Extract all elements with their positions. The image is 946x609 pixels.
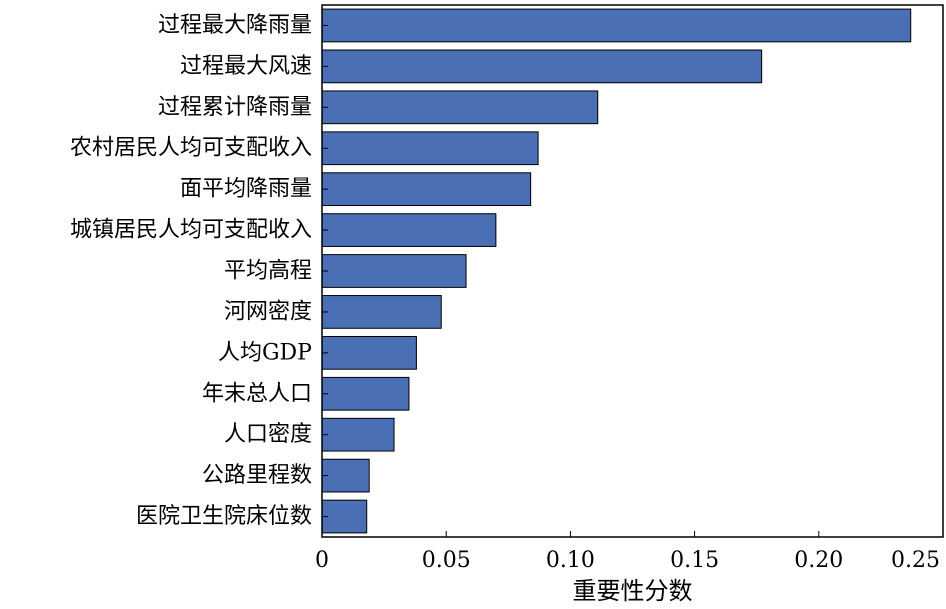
bar xyxy=(321,213,497,247)
category-label: 平均高程 xyxy=(224,259,312,284)
category-labels: 过程最大降雨量过程最大风速过程累计降雨量农村居民人均可支配收入面平均降雨量城镇居… xyxy=(70,13,312,529)
bar xyxy=(321,376,410,411)
x-axis-ticks: 0 0.05 0.10 0.15 0.20 0.25 xyxy=(315,531,944,573)
category-label: 人均GDP xyxy=(218,340,312,365)
category-label: 过程最大风速 xyxy=(180,54,312,79)
x-tick-label: 0.20 xyxy=(794,548,843,573)
category-label: 年末总人口 xyxy=(202,381,312,406)
bar xyxy=(321,8,912,43)
bar xyxy=(321,49,763,84)
x-tick-label: 0 xyxy=(315,548,329,573)
x-axis-label: 重要性分数 xyxy=(573,577,693,605)
category-label: 河网密度 xyxy=(224,299,312,324)
bar xyxy=(321,417,395,452)
category-label: 过程最大降雨量 xyxy=(158,13,312,38)
category-label: 过程累计降雨量 xyxy=(158,95,312,120)
bar xyxy=(321,499,368,534)
category-label: 医院卫生院床位数 xyxy=(136,504,312,529)
x-tick-label: 0.15 xyxy=(670,548,719,573)
bar xyxy=(321,131,539,166)
x-tick-label: 0.25 xyxy=(891,548,940,573)
category-label: 农村居民人均可支配收入 xyxy=(70,136,312,161)
bar xyxy=(321,90,599,125)
category-label: 城镇居民人均可支配收入 xyxy=(70,218,312,243)
plot-frame xyxy=(321,4,944,538)
category-label: 公路里程数 xyxy=(202,463,312,488)
bar xyxy=(321,172,532,207)
bar xyxy=(321,295,442,329)
bar xyxy=(321,335,417,370)
bar xyxy=(321,458,370,493)
x-tick-label: 0.05 xyxy=(422,548,471,573)
bars-layer xyxy=(321,8,912,534)
x-tick-label: 0.10 xyxy=(546,548,595,573)
bar xyxy=(321,254,467,288)
category-label: 人口密度 xyxy=(224,422,312,447)
category-label: 面平均降雨量 xyxy=(180,177,312,202)
